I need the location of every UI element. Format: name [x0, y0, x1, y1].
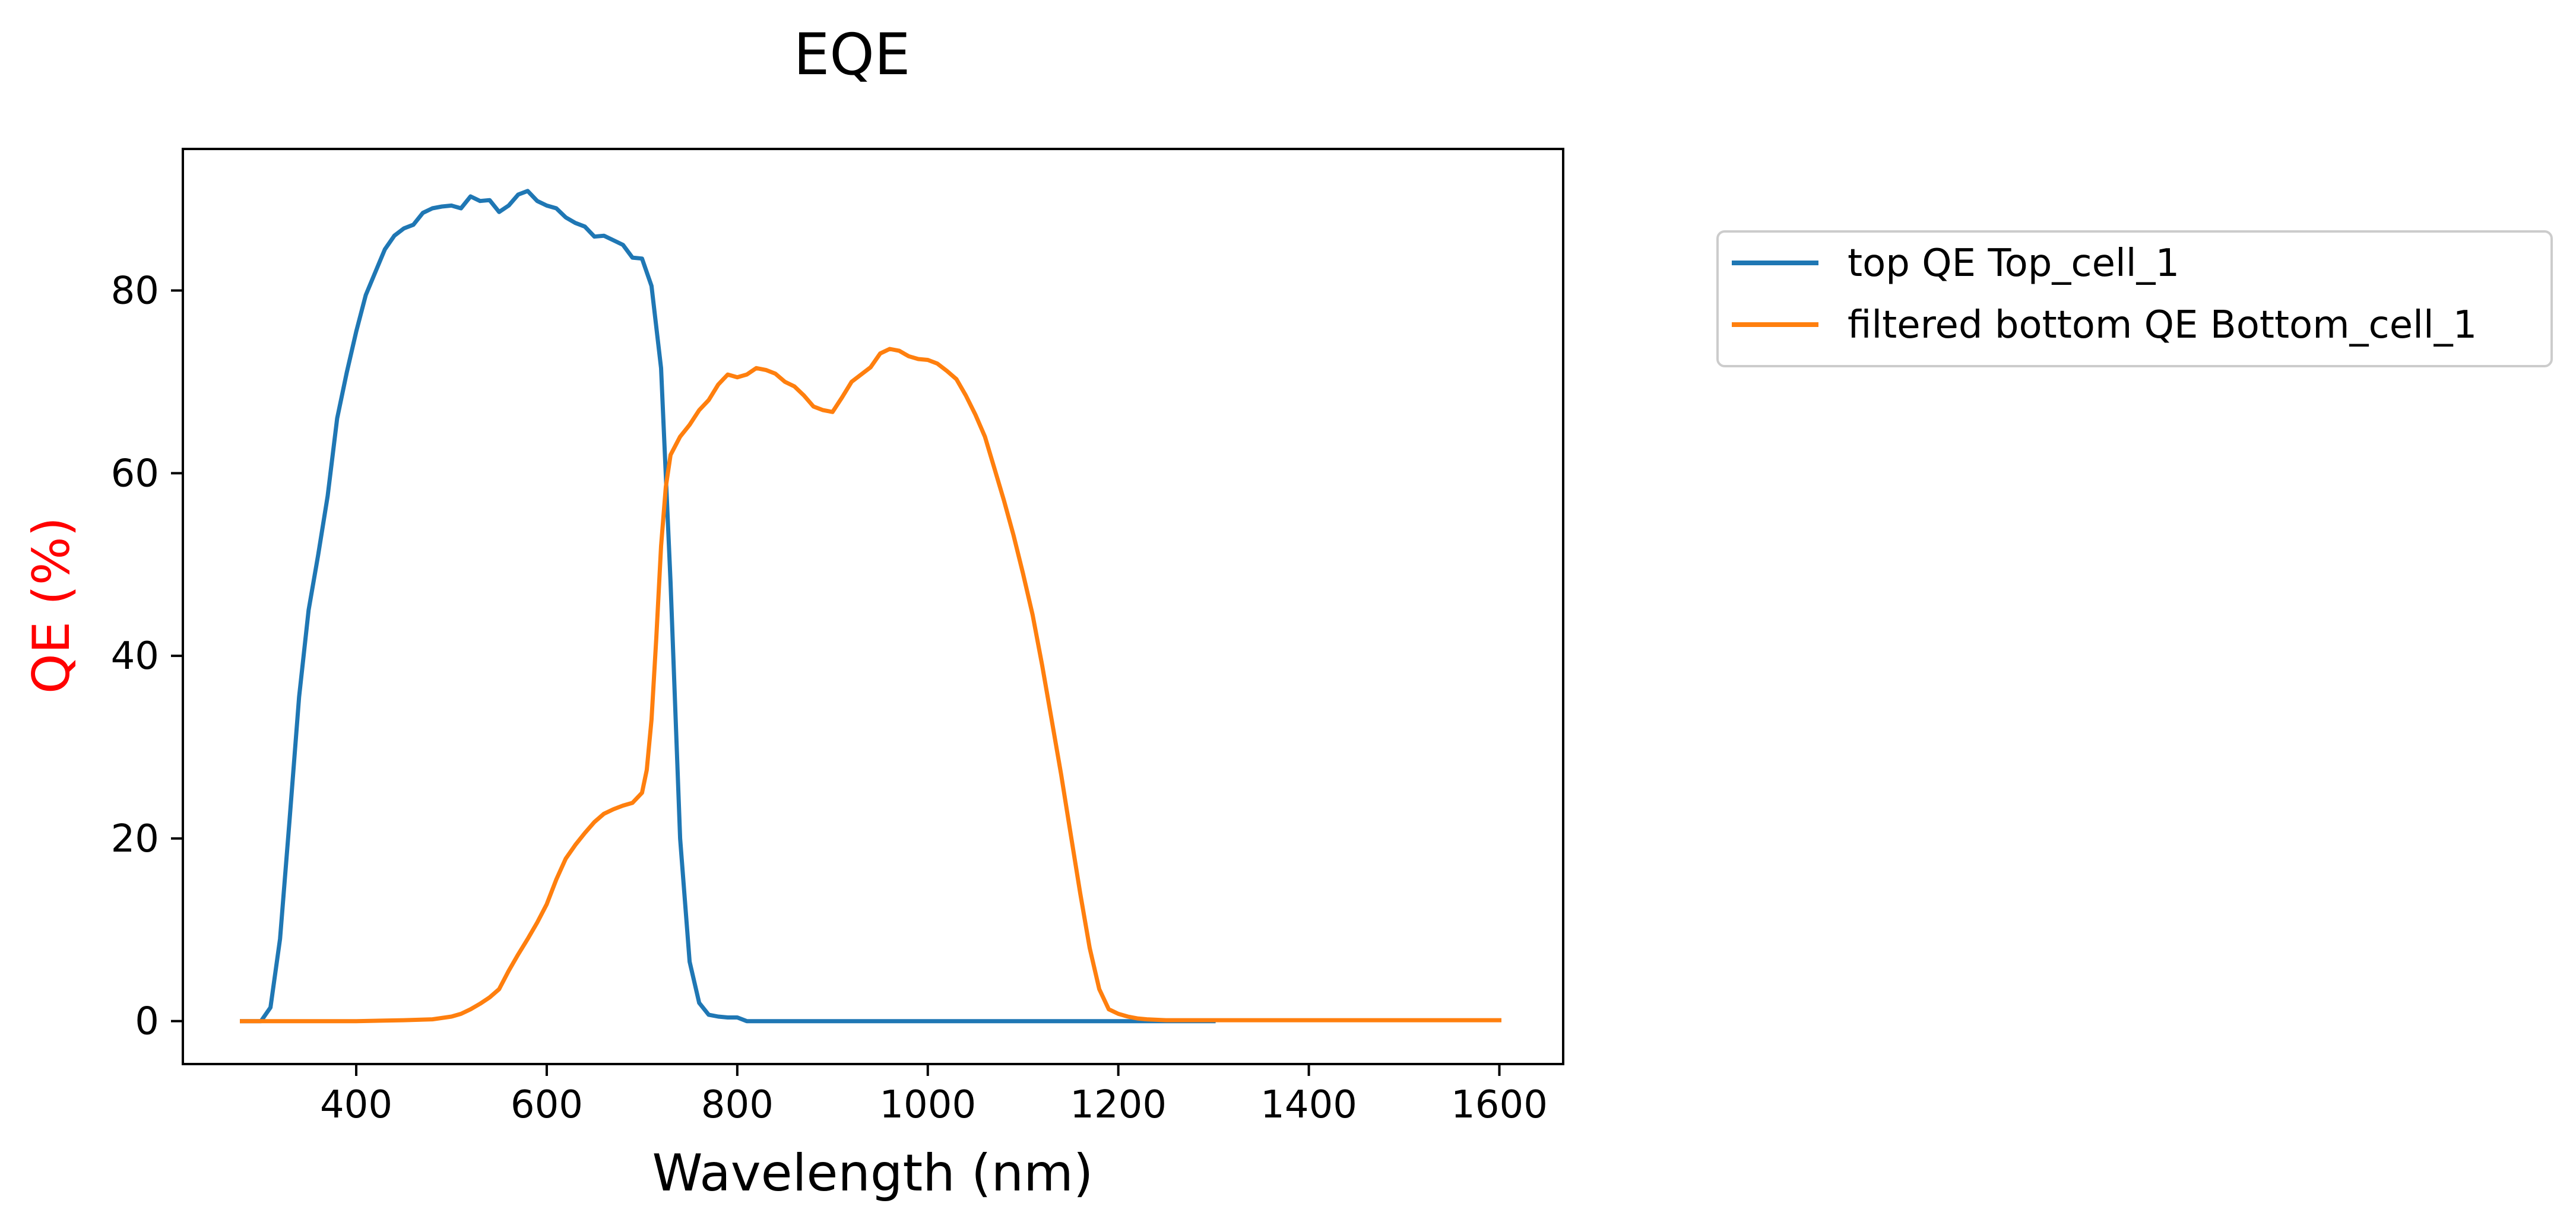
x-axis-label: Wavelength (nm): [652, 1144, 1094, 1203]
y-axis-ticks: 0 20 40 60 80: [111, 269, 183, 1044]
x-tick-label: 1200: [1070, 1083, 1167, 1127]
y-tick-label: 0: [135, 1000, 159, 1044]
chart-title: EQE: [794, 21, 911, 88]
series-line-0: [240, 189, 1216, 1024]
x-tick-label: 1400: [1260, 1083, 1357, 1127]
y-tick-label: 60: [111, 452, 159, 496]
x-tick-label: 1600: [1451, 1083, 1548, 1127]
series-lines: [240, 189, 1501, 1024]
legend: top QE Top_cell_1 filtered bottom QE Bot…: [1716, 230, 2553, 367]
legend-frame: [1716, 230, 2553, 367]
x-tick-label: 800: [701, 1083, 774, 1127]
plot-area: [182, 148, 1564, 1065]
x-tick-label: 600: [511, 1083, 583, 1127]
y-axis-label: QE (%): [22, 517, 81, 694]
y-tick-label: 40: [111, 634, 159, 678]
x-axis-ticks: 400 600 800 1000 1200 1400 1600: [320, 1064, 1548, 1127]
legend-label-bottom-qe: filtered bottom QE Bottom_cell_1: [1848, 303, 2477, 347]
series-line-1: [240, 347, 1501, 1024]
x-tick-label: 400: [320, 1083, 392, 1127]
x-tick-label: 1000: [879, 1083, 976, 1127]
plot-frame: [182, 148, 1564, 1065]
y-tick-label: 80: [111, 269, 159, 313]
y-tick-label: 20: [111, 817, 159, 861]
legend-label-top-qe: top QE Top_cell_1: [1848, 242, 2179, 285]
